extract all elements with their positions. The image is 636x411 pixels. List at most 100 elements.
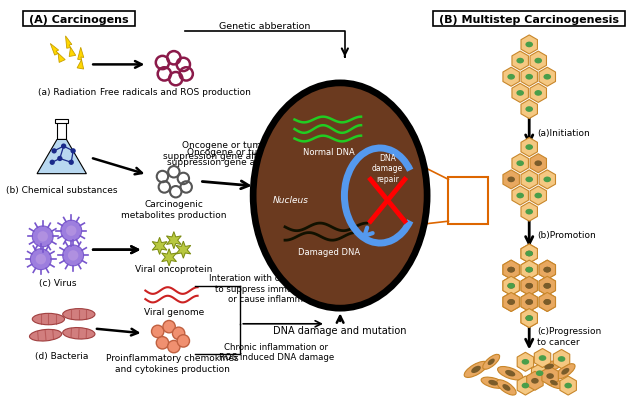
- Polygon shape: [530, 51, 546, 70]
- Ellipse shape: [544, 176, 551, 182]
- Polygon shape: [503, 276, 520, 295]
- Polygon shape: [512, 154, 529, 173]
- Ellipse shape: [544, 299, 551, 305]
- Text: (b)Promotion: (b)Promotion: [537, 231, 595, 240]
- Ellipse shape: [29, 329, 62, 341]
- Text: (B) Multistep Carcinogenesis: (B) Multistep Carcinogenesis: [439, 15, 619, 25]
- Text: (a)Initiation: (a)Initiation: [537, 129, 590, 138]
- Circle shape: [31, 249, 52, 270]
- FancyBboxPatch shape: [433, 11, 625, 26]
- Circle shape: [69, 159, 74, 165]
- Ellipse shape: [544, 377, 563, 388]
- Polygon shape: [521, 244, 537, 263]
- Polygon shape: [503, 67, 520, 86]
- Circle shape: [163, 321, 176, 333]
- Ellipse shape: [251, 81, 429, 310]
- Ellipse shape: [537, 361, 561, 372]
- Ellipse shape: [556, 364, 575, 379]
- Polygon shape: [530, 83, 546, 102]
- Ellipse shape: [488, 358, 495, 365]
- Text: Interation with cellular proteins
to suppress immune system
or cause inflammatio: Interation with cellular proteins to sup…: [209, 275, 344, 304]
- Polygon shape: [560, 376, 576, 395]
- Ellipse shape: [525, 251, 533, 256]
- Ellipse shape: [508, 176, 515, 182]
- Polygon shape: [521, 67, 537, 86]
- Polygon shape: [539, 67, 555, 86]
- Ellipse shape: [562, 368, 569, 375]
- Polygon shape: [521, 244, 537, 263]
- Ellipse shape: [525, 299, 533, 305]
- Circle shape: [156, 337, 169, 349]
- Text: Normal DNA: Normal DNA: [303, 148, 355, 157]
- Polygon shape: [176, 241, 191, 258]
- Ellipse shape: [525, 315, 533, 321]
- Ellipse shape: [32, 313, 65, 325]
- Circle shape: [63, 245, 83, 266]
- Polygon shape: [521, 202, 537, 221]
- Polygon shape: [521, 170, 537, 189]
- Ellipse shape: [508, 299, 515, 305]
- Ellipse shape: [544, 267, 551, 272]
- Polygon shape: [162, 249, 177, 266]
- Polygon shape: [521, 293, 537, 312]
- Polygon shape: [512, 186, 529, 205]
- Polygon shape: [152, 237, 167, 254]
- Text: Damaged DNA: Damaged DNA: [298, 248, 360, 257]
- Text: (a) Radiation: (a) Radiation: [38, 88, 97, 97]
- Polygon shape: [539, 260, 555, 279]
- Polygon shape: [521, 276, 537, 295]
- Polygon shape: [503, 293, 520, 312]
- Text: (A) Carcinogens: (A) Carcinogens: [29, 15, 128, 25]
- Circle shape: [177, 335, 190, 347]
- Text: Nucleus: Nucleus: [273, 196, 308, 205]
- FancyBboxPatch shape: [23, 11, 135, 26]
- Ellipse shape: [564, 383, 572, 388]
- Ellipse shape: [534, 90, 542, 96]
- Ellipse shape: [544, 283, 551, 289]
- Ellipse shape: [483, 354, 500, 369]
- Ellipse shape: [481, 377, 505, 388]
- Ellipse shape: [536, 370, 544, 376]
- Polygon shape: [503, 293, 520, 312]
- Polygon shape: [57, 122, 67, 139]
- Polygon shape: [539, 276, 555, 295]
- Polygon shape: [503, 260, 520, 279]
- Ellipse shape: [525, 42, 533, 47]
- Polygon shape: [521, 309, 537, 328]
- Polygon shape: [512, 83, 529, 102]
- Ellipse shape: [508, 74, 515, 80]
- Polygon shape: [521, 260, 537, 279]
- Ellipse shape: [550, 380, 558, 386]
- Circle shape: [38, 231, 48, 242]
- Polygon shape: [512, 51, 529, 70]
- Ellipse shape: [502, 384, 511, 391]
- Ellipse shape: [544, 299, 551, 305]
- Ellipse shape: [544, 283, 551, 289]
- Circle shape: [32, 226, 53, 247]
- Polygon shape: [521, 35, 537, 54]
- Ellipse shape: [508, 267, 515, 272]
- Ellipse shape: [516, 193, 524, 199]
- Circle shape: [50, 159, 55, 165]
- Polygon shape: [503, 170, 520, 189]
- Circle shape: [66, 226, 76, 236]
- Ellipse shape: [464, 361, 488, 377]
- Ellipse shape: [488, 380, 498, 386]
- Circle shape: [52, 148, 57, 154]
- Ellipse shape: [525, 283, 533, 289]
- Circle shape: [151, 325, 164, 337]
- Ellipse shape: [508, 299, 515, 305]
- Polygon shape: [539, 170, 555, 189]
- Text: Carcinogenic
metabolites production: Carcinogenic metabolites production: [121, 200, 226, 219]
- Polygon shape: [539, 276, 555, 295]
- Ellipse shape: [531, 378, 539, 383]
- Ellipse shape: [508, 283, 515, 289]
- Polygon shape: [539, 293, 555, 312]
- Ellipse shape: [471, 366, 481, 373]
- Ellipse shape: [534, 193, 542, 199]
- Ellipse shape: [525, 74, 533, 80]
- Polygon shape: [77, 47, 84, 69]
- Ellipse shape: [546, 373, 554, 379]
- Circle shape: [57, 156, 62, 161]
- Ellipse shape: [516, 58, 524, 63]
